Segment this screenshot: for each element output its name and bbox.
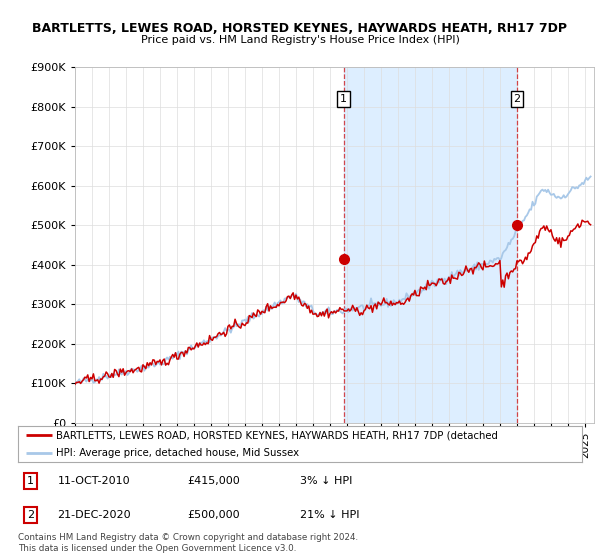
Bar — [344, 67, 517, 423]
Text: 21% ↓ HPI: 21% ↓ HPI — [300, 510, 359, 520]
Text: 11-OCT-2010: 11-OCT-2010 — [58, 476, 130, 486]
Text: 1: 1 — [27, 476, 34, 486]
Text: 3% ↓ HPI: 3% ↓ HPI — [300, 476, 352, 486]
Text: 21-DEC-2020: 21-DEC-2020 — [58, 510, 131, 520]
Text: HPI: Average price, detached house, Mid Sussex: HPI: Average price, detached house, Mid … — [56, 447, 299, 458]
Text: Contains HM Land Registry data © Crown copyright and database right 2024.
This d: Contains HM Land Registry data © Crown c… — [18, 533, 358, 553]
Text: BARTLETTS, LEWES ROAD, HORSTED KEYNES, HAYWARDS HEATH, RH17 7DP (detached: BARTLETTS, LEWES ROAD, HORSTED KEYNES, H… — [56, 430, 498, 440]
Text: 1: 1 — [340, 94, 347, 104]
Text: Price paid vs. HM Land Registry's House Price Index (HPI): Price paid vs. HM Land Registry's House … — [140, 35, 460, 45]
Text: £415,000: £415,000 — [187, 476, 240, 486]
Text: 2: 2 — [514, 94, 520, 104]
Text: £500,000: £500,000 — [187, 510, 240, 520]
Text: BARTLETTS, LEWES ROAD, HORSTED KEYNES, HAYWARDS HEATH, RH17 7DP: BARTLETTS, LEWES ROAD, HORSTED KEYNES, H… — [32, 22, 568, 35]
Text: 2: 2 — [27, 510, 34, 520]
